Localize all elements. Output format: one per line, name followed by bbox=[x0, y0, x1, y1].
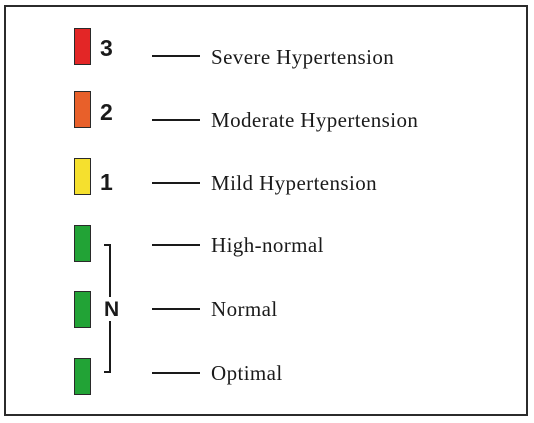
label-high-normal: High-normal bbox=[211, 233, 324, 257]
connector-line-high-normal bbox=[152, 244, 200, 246]
swatch-severe bbox=[74, 28, 91, 65]
level-number-2: 2 bbox=[100, 99, 113, 125]
label-severe-hypertension: Severe Hypertension bbox=[211, 45, 395, 69]
swatch-optimal bbox=[74, 358, 91, 395]
bracket-gap bbox=[102, 297, 122, 321]
swatch-moderate bbox=[74, 91, 91, 128]
label-optimal: Optimal bbox=[211, 361, 283, 385]
swatch-high-normal bbox=[74, 225, 91, 262]
swatch-normal bbox=[74, 291, 91, 328]
connector-line-moderate bbox=[152, 119, 200, 121]
swatch-mild bbox=[74, 158, 91, 195]
connector-line-normal bbox=[152, 308, 200, 310]
label-normal: Normal bbox=[211, 297, 278, 321]
legend-frame bbox=[4, 5, 528, 416]
level-number-1: 1 bbox=[100, 169, 113, 195]
connector-line-severe bbox=[152, 55, 200, 57]
level-number-3: 3 bbox=[100, 35, 113, 61]
connector-line-mild bbox=[152, 182, 200, 184]
normal-group-label: N bbox=[104, 298, 120, 321]
connector-line-optimal bbox=[152, 372, 200, 374]
label-mild-hypertension: Mild Hypertension bbox=[211, 171, 378, 195]
label-moderate-hypertension: Moderate Hypertension bbox=[211, 108, 419, 132]
